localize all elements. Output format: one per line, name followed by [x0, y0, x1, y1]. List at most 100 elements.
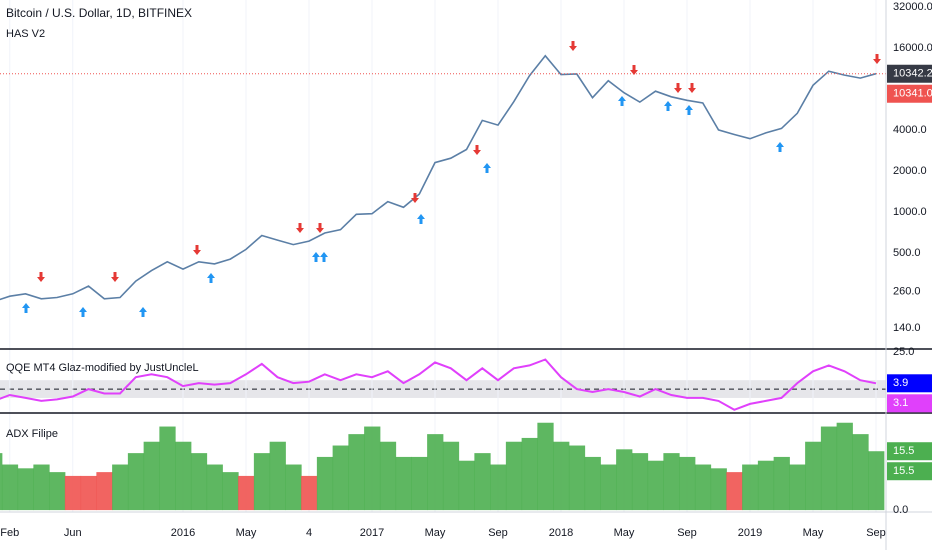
- x-tick-label: May: [614, 527, 635, 539]
- area-column: [269, 441, 286, 511]
- area-column: [80, 475, 97, 511]
- price-label: 10341.0: [893, 88, 932, 100]
- area-column: [553, 441, 570, 511]
- area-column: [159, 426, 176, 511]
- area-column: [17, 468, 34, 511]
- area-column: [505, 441, 523, 511]
- x-tick-label: Feb: [0, 527, 19, 539]
- area-column: [143, 441, 160, 511]
- price-label-box: [887, 394, 932, 413]
- y-tick-label: 16000.0: [893, 42, 932, 54]
- area-column: [458, 460, 475, 511]
- y-tick-label: 25.0: [893, 346, 914, 358]
- area-column: [710, 468, 727, 511]
- price-label: 3.9: [893, 377, 908, 389]
- area-column: [64, 475, 82, 511]
- chart-title: Bitcoin / U.S. Dollar, 1D, BITFINEX: [6, 6, 192, 20]
- area-column: [33, 464, 50, 511]
- area-column: [490, 464, 507, 511]
- area-column: [584, 456, 601, 511]
- price-label-box: [887, 84, 932, 103]
- label-layer: Bitcoin / U.S. Dollar, 1D, BITFINEX HAS …: [0, 1, 932, 539]
- area-column: [631, 453, 649, 511]
- area-column: [742, 464, 759, 511]
- area-column: [647, 460, 664, 511]
- area-column: [773, 456, 790, 511]
- area-column: [222, 472, 239, 511]
- area-column: [537, 422, 554, 511]
- y-tick-label: 0.0: [893, 504, 908, 516]
- price-label: 15.5: [893, 445, 914, 457]
- area-column: [1, 464, 19, 511]
- y-tick-label: 140.0: [893, 322, 921, 334]
- price-label-box: [887, 462, 932, 481]
- area-column: [253, 453, 271, 511]
- x-tick-label: May: [425, 527, 446, 539]
- y-tick-label: 4000.0: [893, 124, 927, 136]
- area-column: [616, 449, 633, 511]
- area-column: [726, 472, 743, 511]
- area-column: [364, 426, 381, 511]
- area-column: [868, 451, 885, 511]
- area-column: [0, 453, 3, 511]
- area-column: [175, 441, 192, 511]
- mark-layer: [0, 54, 886, 511]
- x-tick-label: 2017: [360, 527, 384, 539]
- area-column: [679, 456, 696, 511]
- x-tick-label: 2016: [171, 527, 195, 539]
- price-label: 3.1: [893, 397, 908, 409]
- area-column: [49, 472, 66, 511]
- area-column: [348, 434, 365, 511]
- area-column: [474, 453, 491, 511]
- area-column: [568, 445, 586, 511]
- price-label: 15.5: [893, 465, 914, 477]
- y-tick-label: 1000.0: [893, 206, 927, 218]
- area-column: [285, 464, 302, 511]
- area-column: [112, 464, 129, 511]
- indicator-title: ADX Filipe: [6, 428, 58, 440]
- area-column: [442, 441, 460, 511]
- y-tick-label: 260.0: [893, 285, 921, 297]
- area-column: [127, 453, 145, 511]
- area-column: [600, 464, 617, 511]
- area-column: [663, 453, 680, 511]
- area-column: [332, 445, 349, 511]
- area-column: [238, 475, 255, 511]
- x-tick-label: May: [236, 527, 257, 539]
- price-label-box: [887, 64, 932, 83]
- x-tick-label: 2018: [549, 527, 573, 539]
- area-column: [805, 441, 822, 511]
- area-column: [206, 464, 223, 511]
- area-column: [852, 434, 869, 511]
- indicator-title: QQE MT4 Glaz-modified by JustUncleL: [6, 362, 199, 374]
- y-tick-label: 500.0: [893, 247, 921, 259]
- area-column: [521, 437, 538, 511]
- x-tick-label: Sep: [866, 527, 886, 539]
- x-tick-label: Jun: [64, 527, 82, 539]
- x-tick-label: May: [803, 527, 824, 539]
- area-column: [379, 441, 397, 511]
- x-tick-label: Sep: [677, 527, 697, 539]
- indicator-title: HAS V2: [6, 28, 45, 40]
- area-column: [836, 422, 853, 511]
- area-column: [411, 456, 428, 511]
- area-column: [190, 453, 208, 511]
- x-tick-label: 2019: [738, 527, 762, 539]
- y-tick-label: 2000.0: [893, 165, 927, 177]
- area-column: [395, 456, 412, 511]
- price-label: 10342.2: [893, 68, 932, 80]
- line-series: [0, 54, 877, 301]
- x-tick-label: 4: [306, 527, 312, 539]
- area-column: [96, 472, 113, 511]
- area-column: [301, 475, 318, 511]
- x-tick-label: Sep: [488, 527, 508, 539]
- y-tick-label: 32000.0: [893, 1, 932, 13]
- area-column: [427, 434, 444, 511]
- area-column: [789, 464, 806, 511]
- price-label-box: [887, 374, 932, 393]
- area-column: [316, 456, 334, 511]
- line-series: [0, 358, 877, 411]
- area-column: [820, 426, 838, 511]
- price-label-box: [887, 442, 932, 461]
